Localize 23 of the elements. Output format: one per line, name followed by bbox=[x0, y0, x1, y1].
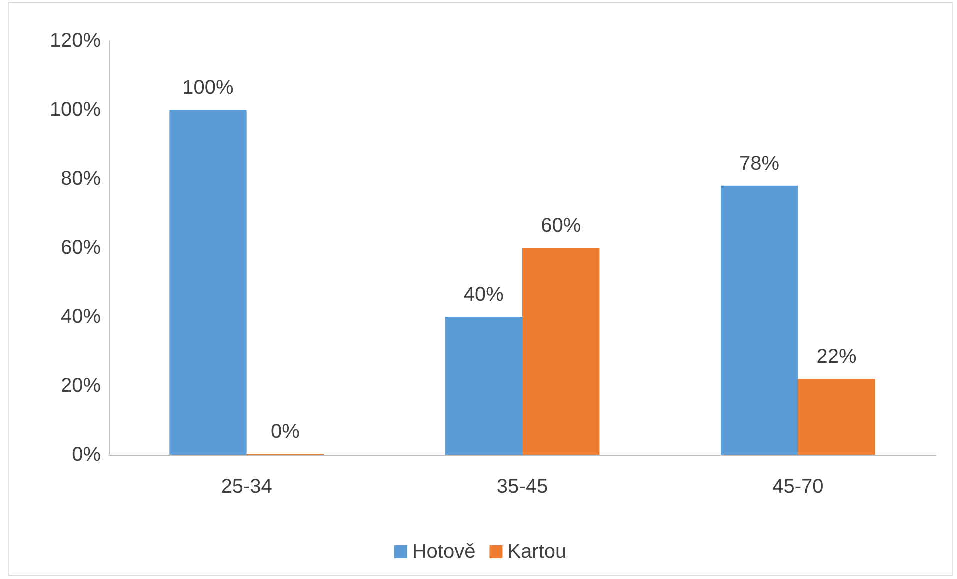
y-tick-label: 20% bbox=[60, 375, 102, 397]
x-tick-label: 25-34 bbox=[221, 476, 272, 498]
x-tick-label: 45-70 bbox=[772, 476, 824, 498]
y-tick-label: 80% bbox=[60, 168, 102, 190]
data-label: 0% bbox=[270, 421, 300, 443]
y-tick-label: 60% bbox=[60, 237, 102, 259]
y-tick-label: 120% bbox=[50, 30, 102, 52]
x-tick-label: 35-45 bbox=[496, 476, 548, 498]
data-label: 100% bbox=[182, 77, 234, 99]
y-tick-label: 40% bbox=[60, 306, 102, 328]
y-tick-label: 100% bbox=[50, 99, 102, 121]
bar bbox=[720, 186, 798, 455]
bar bbox=[445, 317, 522, 455]
y-tick-label: 0% bbox=[72, 444, 102, 466]
data-label: 40% bbox=[464, 284, 504, 306]
bar bbox=[170, 110, 247, 455]
bar bbox=[522, 248, 600, 455]
data-label: 22% bbox=[816, 346, 857, 368]
legend-label: Hotově bbox=[412, 541, 476, 563]
data-label: 78% bbox=[740, 152, 780, 175]
bar bbox=[798, 379, 876, 455]
legend-label: Kartou bbox=[508, 541, 567, 563]
data-label: 60% bbox=[541, 215, 582, 237]
